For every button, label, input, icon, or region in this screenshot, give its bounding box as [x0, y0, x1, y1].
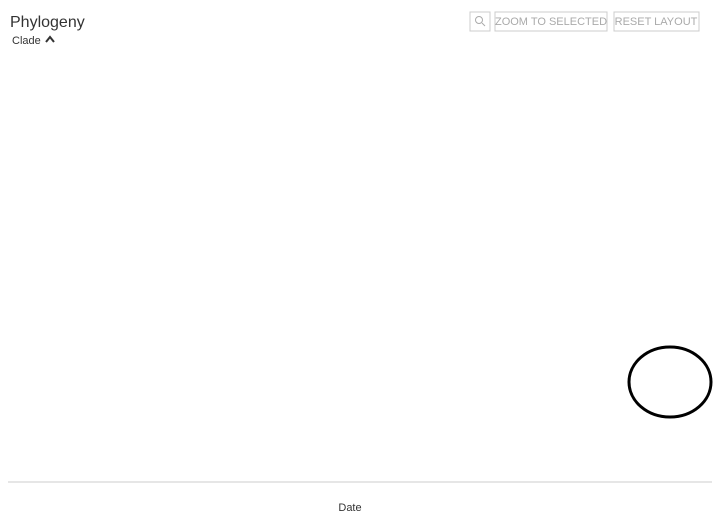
reset-button[interactable]	[613, 11, 700, 32]
zoom-button[interactable]	[494, 11, 608, 32]
reset-button-label: RESET LAYOUT	[615, 16, 698, 28]
zoom-button-label: ZOOM TO SELECTED	[495, 16, 607, 28]
annotation-circle	[627, 345, 713, 419]
legend-toggle[interactable]	[45, 35, 55, 43]
legend-title[interactable]: Clade	[12, 35, 41, 47]
panel-title: Phylogeny	[10, 14, 85, 31]
zoom-icon-button[interactable]	[469, 11, 491, 32]
zoom-icon	[475, 16, 483, 24]
axis-label: Date	[338, 502, 361, 514]
zoom-icon	[481, 22, 486, 27]
